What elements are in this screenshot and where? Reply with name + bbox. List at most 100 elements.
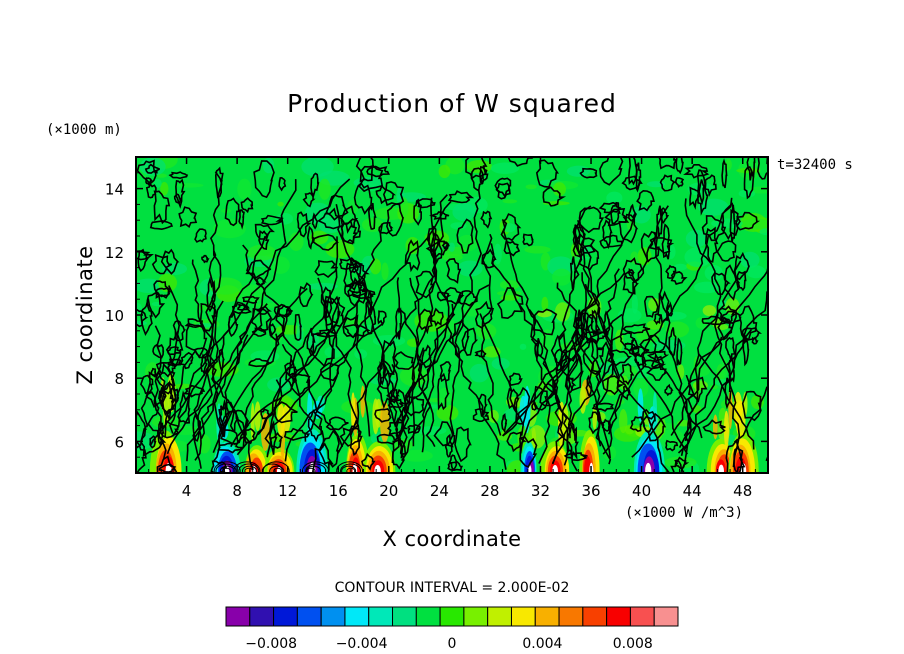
contour-loop [477,393,488,418]
contour-loop [727,357,735,383]
contour-loop [670,459,685,473]
contour-strand [337,194,448,454]
contour-strand [192,250,217,469]
contour-loop [160,248,180,275]
contour-loop [258,229,270,250]
contour-loop [676,337,683,366]
field-blotch [673,263,688,271]
contour-loop [238,209,245,230]
contour-loop [598,201,622,214]
contour-strand [412,303,455,447]
contour-loop [447,461,464,472]
contour-strand [577,219,624,435]
contour-loop [388,388,407,428]
contour-loop [429,211,450,220]
field-blotch [437,387,453,408]
contour-loop [214,166,224,199]
field-blotch [631,294,638,314]
contour-loop [738,305,758,341]
x-tick-label: 16 [329,482,348,500]
colorbar-tick-label: −0.008 [245,636,297,652]
x-axis-ticks: 4 8 12 16 20 24 28 32 36 40 44 48 [148,157,756,500]
contour-loop [136,439,147,473]
contour-loop [312,233,339,251]
contour-loop [251,327,267,337]
contour-loop [386,202,405,237]
contour-loop [413,198,423,226]
contour-strand [194,300,224,461]
contour-loop [665,439,679,452]
field-blotch [469,363,489,383]
y-tick-label: 10 [105,307,124,325]
field-blotch [541,296,549,311]
contour-loop [665,264,677,280]
field-blotch [702,305,717,317]
contour-loop [445,258,462,284]
contour-loop [200,353,208,377]
x-unit-label: (×1000 m) [46,122,122,138]
contour-loop [721,158,728,189]
contour-loop [496,287,524,320]
field-blotch [552,268,572,286]
contour-loop [311,212,319,230]
contour-loop [756,157,768,180]
y-tick-label: 14 [105,181,124,199]
colorbar-swatch [629,606,655,627]
contour-loop [585,374,593,397]
contour-loop [480,210,493,229]
value-unit-label: (×1000 W /m^3) [625,505,743,521]
surface-contour [241,465,257,473]
contour-strand [191,259,254,471]
surface-contour [336,461,364,473]
contour-loop [194,228,207,243]
x-tick-label: 28 [480,482,499,500]
contour-loop [415,270,435,299]
contour-loop [643,295,659,318]
contour-loop [351,289,376,300]
contour-loop [721,202,739,241]
contour-strand [264,379,283,458]
contour-loop [430,307,444,327]
field-blotch [695,317,708,329]
colorbar-swatch [392,606,417,627]
contour-loop [599,234,623,249]
contour-loop [136,308,149,328]
field-blotch [416,426,447,436]
colorbar-tick-label: −0.004 [336,636,388,652]
contour-strand [602,197,733,455]
colorbar-swatch [249,606,275,627]
field-blotch [156,173,167,178]
field-blotch [466,159,493,174]
field-blotch [554,302,571,322]
streak [723,410,729,449]
field-blotch [687,182,715,196]
field-blotch [160,181,169,196]
contour-loop [704,226,719,263]
contour-strand [528,309,570,466]
contour-loop [325,194,349,221]
y-tick-label: 8 [114,370,124,388]
contour-loop [741,390,762,422]
contour-loop [269,431,283,449]
contour-loop [701,315,728,326]
contour-loop [565,377,577,395]
contour-strand [335,204,405,458]
contour-loop [293,313,303,341]
contour-strand [409,277,436,447]
field-blotch [158,273,178,293]
contour-loop [437,372,450,411]
contour-strand [167,285,181,434]
contour-loop [149,220,174,231]
contour-loop [199,302,218,332]
field-blotch [151,301,162,307]
contour-loop [151,253,173,275]
surface-contour [341,465,357,473]
contour-loop [248,358,272,368]
contour-loop [501,412,508,434]
contour-strand [212,300,257,462]
field-blotch [493,243,502,265]
contour-loop [506,431,527,453]
surface-contour [262,461,290,473]
field-blotch [438,164,451,179]
contour-loop [717,316,733,341]
